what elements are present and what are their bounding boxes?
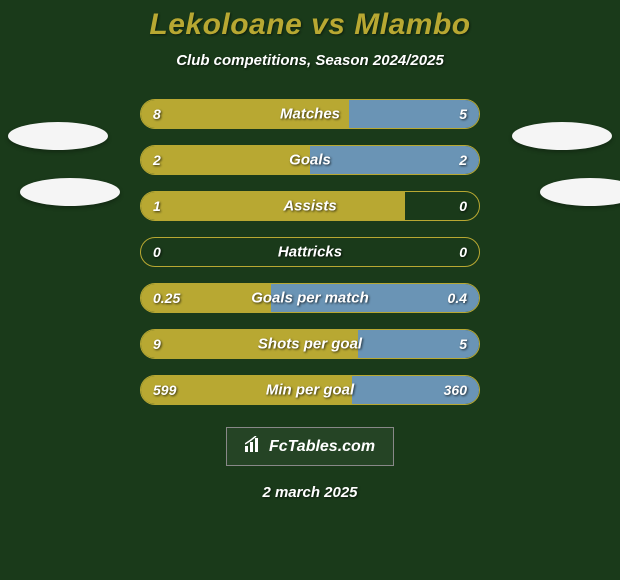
- stat-row-shots-per-goal: 9 Shots per goal 5: [140, 329, 480, 359]
- stat-value-left: 0.25: [153, 290, 180, 306]
- stat-value-right: 0.4: [448, 290, 467, 306]
- stat-row-matches: 8 Matches 5: [140, 99, 480, 129]
- stat-label: Assists: [283, 198, 336, 215]
- stat-row-goals: 2 Goals 2: [140, 145, 480, 175]
- stat-value-left: 2: [153, 152, 161, 168]
- team-logo-right-1: [512, 122, 612, 150]
- team-logo-left-2: [20, 178, 120, 206]
- stat-value-right: 0: [459, 198, 467, 214]
- team-logo-left-1: [8, 122, 108, 150]
- stat-value-left: 9: [153, 336, 161, 352]
- stat-fill-left: [141, 146, 310, 174]
- date-text: 2 march 2025: [262, 484, 357, 501]
- stat-row-min-per-goal: 599 Min per goal 360: [140, 375, 480, 405]
- stat-value-left: 1: [153, 198, 161, 214]
- stat-value-left: 599: [153, 382, 176, 398]
- watermark-text: FcTables.com: [269, 438, 375, 456]
- page-title: Lekoloane vs Mlambo: [149, 8, 470, 42]
- stat-row-goals-per-match: 0.25 Goals per match 0.4: [140, 283, 480, 313]
- stat-value-left: 0: [153, 244, 161, 260]
- stat-value-right: 0: [459, 244, 467, 260]
- watermark-box: FcTables.com: [226, 427, 394, 466]
- chart-icon: [245, 436, 263, 457]
- page-subtitle: Club competitions, Season 2024/2025: [176, 52, 444, 69]
- stat-row-assists: 1 Assists 0: [140, 191, 480, 221]
- stat-label: Goals: [289, 152, 331, 169]
- stat-row-hattricks: 0 Hattricks 0: [140, 237, 480, 267]
- stat-value-right: 5: [459, 336, 467, 352]
- stat-value-left: 8: [153, 106, 161, 122]
- stat-fill-right: [310, 146, 479, 174]
- main-container: Lekoloane vs Mlambo Club competitions, S…: [0, 0, 620, 580]
- stat-label: Shots per goal: [258, 336, 362, 353]
- stat-label: Goals per match: [251, 290, 369, 307]
- stat-value-right: 360: [444, 382, 467, 398]
- stat-label: Hattricks: [278, 244, 342, 261]
- stat-label: Matches: [280, 106, 340, 123]
- stat-value-right: 5: [459, 106, 467, 122]
- stat-value-right: 2: [459, 152, 467, 168]
- stat-label: Min per goal: [266, 382, 354, 399]
- stat-fill-left: [141, 192, 405, 220]
